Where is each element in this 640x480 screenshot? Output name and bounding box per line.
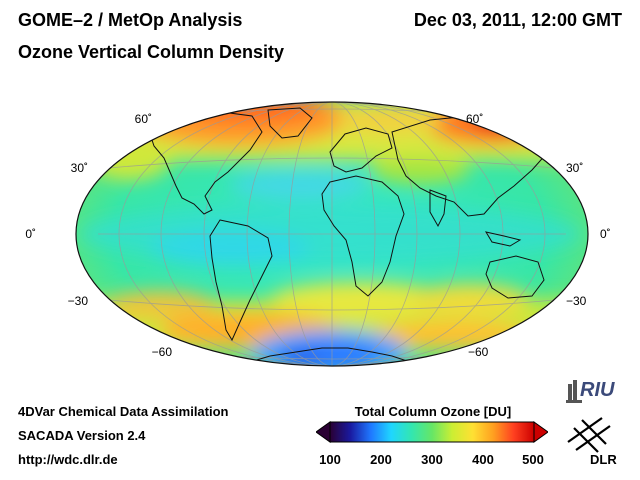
lat-label-right-minus60: −60 xyxy=(468,345,489,359)
riu-logo-text: RIU xyxy=(580,379,615,401)
ozone-field xyxy=(76,102,588,366)
colorbar-tick-500: 500 xyxy=(522,452,544,467)
lat-label-left-60: 60˚ xyxy=(135,112,152,126)
coast-greenland xyxy=(267,107,313,139)
coast-north-america xyxy=(149,111,263,215)
lat-label-left-minus60: −60 xyxy=(152,345,173,359)
colorbar-tick-300: 300 xyxy=(421,452,443,467)
coast-new-zealand xyxy=(555,298,567,320)
dlr-logo-mark-icon xyxy=(567,417,611,453)
map-subtitle: Ozone Vertical Column Density xyxy=(18,42,285,62)
riu-logo: RIU xyxy=(566,379,615,403)
coastlines xyxy=(149,107,567,363)
coast-south-america xyxy=(209,219,273,342)
lat-label-right-60: 60˚ xyxy=(466,112,483,126)
map-title: GOME–2 / MetOp Analysis xyxy=(18,10,243,30)
colorbar-tick-100: 100 xyxy=(319,452,341,467)
footer-method: 4DVar Chemical Data Assimilation xyxy=(18,404,229,419)
coast-europe xyxy=(329,127,393,173)
lat-label-left-30: 30˚ xyxy=(71,161,88,175)
colorbar-max-arrow xyxy=(533,421,548,443)
lat-label-right-30: 30˚ xyxy=(566,161,583,175)
footer-version: SACADA Version 2.4 xyxy=(18,428,146,443)
lat-label-left-minus30: −30 xyxy=(68,294,89,308)
lat-label-left-0: 0˚ xyxy=(25,227,36,241)
colorbar xyxy=(316,421,548,443)
colorbar-ramp xyxy=(329,421,535,443)
lat-label-right-minus30: −30 xyxy=(566,294,587,308)
coast-indonesia xyxy=(484,231,522,247)
colorbar-title: Total Column Ozone [DU] xyxy=(354,404,512,419)
colorbar-tick-400: 400 xyxy=(472,452,494,467)
riu-logo-pillar-icon xyxy=(568,384,572,400)
colorbar-tick-200: 200 xyxy=(370,452,392,467)
footer-url-link[interactable]: http://wdc.dlr.de xyxy=(18,452,118,467)
globe-outline xyxy=(75,101,589,367)
map-datetime: Dec 03, 2011, 12:00 GMT xyxy=(413,10,622,30)
coast-africa xyxy=(321,175,405,297)
dlr-logo xyxy=(567,417,611,453)
colorbar-min-arrow xyxy=(316,421,331,443)
dlr-logo-text: DLR xyxy=(590,452,617,467)
coast-antarctica xyxy=(249,347,411,363)
coast-australia xyxy=(485,255,545,299)
lat-label-right-0: 0˚ xyxy=(600,227,611,241)
coast-india xyxy=(429,189,447,228)
